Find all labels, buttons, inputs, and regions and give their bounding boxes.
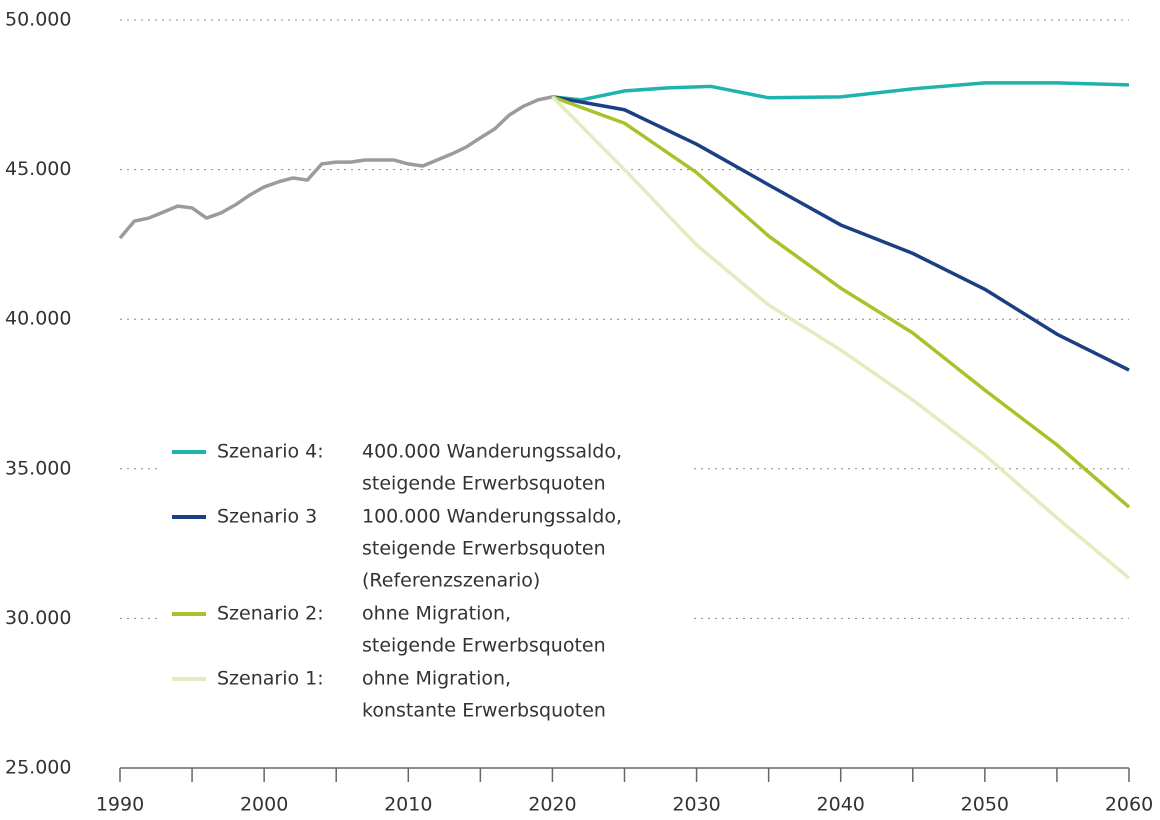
series-line [552, 95, 1130, 372]
y-tick-label: 35.000 [5, 457, 71, 479]
y-tick-label: 50.000 [5, 9, 71, 31]
x-tick-label: 2040 [817, 794, 865, 816]
legend-name: Szenario 3 [217, 506, 317, 528]
legend-description: 400.000 Wanderungssaldo, [362, 441, 622, 463]
legend-description: steigende Erwerbsquoten [362, 473, 606, 495]
x-tick-label: 2050 [961, 794, 1009, 816]
legend-name: Szenario 4: [217, 441, 324, 463]
x-tick-label: 2030 [672, 794, 720, 816]
legend-description: steigende Erwerbsquoten [362, 635, 606, 657]
series-line [551, 95, 1131, 580]
series-line [552, 81, 1130, 102]
legend-description: (Referenzszenario) [362, 570, 540, 592]
legend-description: konstante Erwerbsquoten [362, 700, 606, 722]
legend-name: Szenario 1: [217, 668, 324, 690]
x-tick-label: 2060 [1105, 794, 1153, 816]
y-tick-label: 40.000 [5, 308, 71, 330]
legend-name: Szenario 2: [217, 603, 324, 625]
y-tick-label: 45.000 [5, 158, 71, 180]
x-tick-label: 2020 [528, 794, 576, 816]
y-tick-label: 30.000 [5, 607, 71, 629]
legend-description: ohne Migration, [362, 603, 511, 625]
x-tick-label: 2010 [384, 794, 432, 816]
legend-box [160, 432, 690, 732]
x-tick-label: 2000 [240, 794, 288, 816]
legend-description: steigende Erwerbsquoten [362, 538, 606, 560]
legend-description: 100.000 Wanderungssaldo, [362, 506, 622, 528]
x-tick-label: 1990 [96, 794, 144, 816]
series-line [551, 95, 1131, 509]
series-line [118, 95, 553, 240]
legend-description: ohne Migration, [362, 668, 511, 690]
y-tick-label: 25.000 [5, 757, 71, 779]
